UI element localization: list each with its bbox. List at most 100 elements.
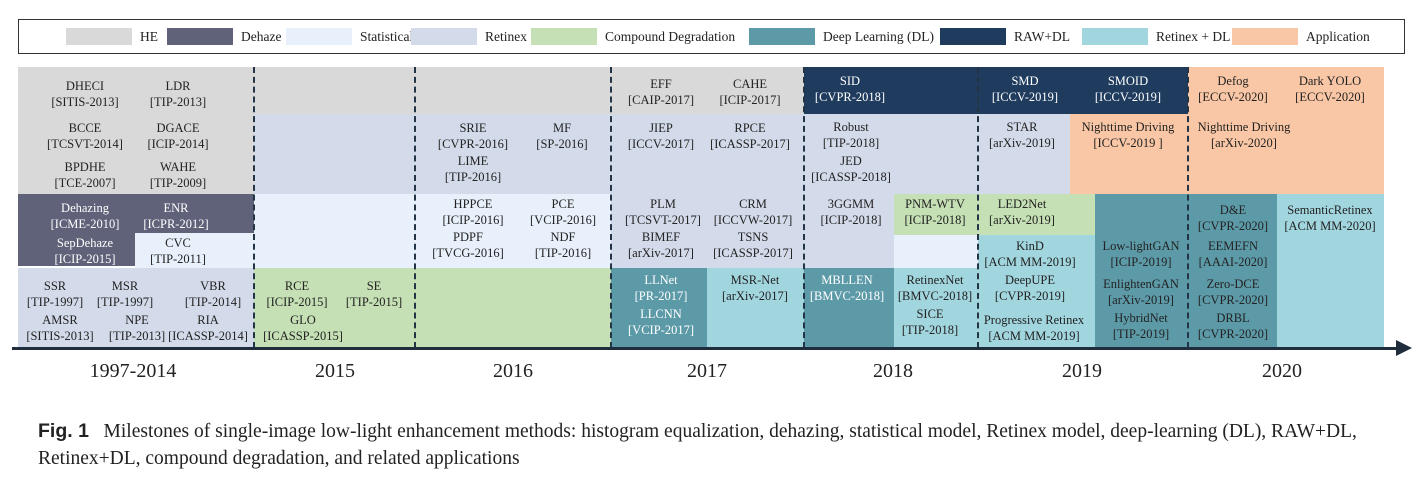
legend-label: HE bbox=[140, 28, 158, 44]
method-name: PNM-WTV bbox=[905, 197, 965, 211]
method-venue: [TIP-2019] bbox=[1112, 326, 1170, 341]
method-venue: [ICME-2010] bbox=[50, 216, 120, 231]
method-name: LLCNN bbox=[640, 307, 682, 321]
category-block bbox=[254, 194, 415, 268]
category-block bbox=[18, 268, 254, 348]
method-name: LLNet bbox=[644, 273, 678, 287]
method-name: HybridNet bbox=[1114, 311, 1168, 325]
method-venue: [TIP-2011] bbox=[150, 251, 206, 266]
method-venue: [ICIP-2017] bbox=[719, 92, 781, 107]
method-entry: HybridNet [TIP-2019] bbox=[1113, 311, 1169, 342]
category-block bbox=[415, 268, 611, 348]
method-name: Robust bbox=[833, 120, 869, 134]
method-venue: [ACM MM-2019] bbox=[988, 328, 1080, 343]
method-entry: GLO [ICASSP-2015] bbox=[263, 313, 343, 344]
method-entry: WAHE [TIP-2009] bbox=[150, 160, 206, 191]
method-name: NPE bbox=[125, 313, 149, 327]
method-name: HPPCE bbox=[453, 197, 493, 211]
method-entry: PLM [TCSVT-2017] bbox=[625, 197, 701, 228]
category-block bbox=[254, 67, 415, 114]
year-separator bbox=[803, 67, 805, 348]
method-venue: [ICIP-2015] bbox=[54, 251, 116, 266]
method-entry: SID [CVPR-2018] bbox=[815, 74, 885, 105]
method-name: TSNS bbox=[737, 230, 769, 244]
method-entry: TSNS [ICASSP-2017] bbox=[713, 230, 793, 261]
method-entry: CVC [TIP-2011] bbox=[150, 236, 206, 267]
method-name: MSR bbox=[111, 279, 139, 293]
legend-item: Retinex + DL bbox=[1082, 20, 1230, 53]
category-block bbox=[611, 268, 707, 348]
category-block bbox=[18, 67, 254, 194]
method-venue: [ECCV-2020] bbox=[1198, 89, 1268, 104]
method-entry: PCE [VCIP-2016] bbox=[530, 197, 596, 228]
method-entry: ENR [ICPR-2012] bbox=[143, 201, 208, 232]
method-venue: [arXiv-2019] bbox=[1108, 292, 1174, 307]
method-venue: [TIP-2016] bbox=[444, 169, 502, 184]
method-entry: LLNet [PR-2017] bbox=[635, 273, 688, 304]
method-name: DeepUPE bbox=[1005, 273, 1055, 287]
method-venue: [ICIP-2018] bbox=[820, 212, 882, 227]
method-name: PDPF bbox=[453, 230, 483, 244]
method-entry: BPDHE [TCE-2007] bbox=[54, 160, 115, 191]
method-entry: SSR [TIP-1997] bbox=[27, 279, 83, 310]
method-venue: [ICCV-2019] bbox=[991, 89, 1059, 104]
category-block bbox=[1277, 194, 1384, 348]
method-venue: [arXiv-2019] bbox=[989, 135, 1055, 150]
method-entry: NDF [TIP-2016] bbox=[535, 230, 591, 261]
method-venue: [TCSVT-2014] bbox=[47, 136, 123, 151]
method-name: SRIE bbox=[459, 121, 487, 135]
method-entry: CAHE [ICIP-2017] bbox=[719, 77, 780, 108]
method-venue: [CVPR-2016] bbox=[437, 136, 509, 151]
category-block bbox=[254, 268, 415, 348]
method-entry: SepDehaze [ICIP-2015] bbox=[54, 236, 115, 267]
legend-label: Compound Degradation bbox=[605, 28, 736, 44]
method-entry: SMOID [ICCV-2019] bbox=[1095, 74, 1161, 105]
method-entry: 3GGMM [ICIP-2018] bbox=[820, 197, 881, 228]
method-venue: [TIP-2018] bbox=[822, 135, 880, 150]
legend: HE Dehaze Statistical Retinex Compound Degra… bbox=[18, 19, 1405, 54]
category-block bbox=[135, 233, 254, 268]
method-venue: [ICASSP-2014] bbox=[168, 328, 248, 343]
category-block bbox=[894, 268, 978, 348]
method-entry: EEMEFN [AAAI-2020] bbox=[1199, 239, 1268, 270]
year-label: 2019 bbox=[1062, 360, 1102, 382]
method-name: PLM bbox=[650, 197, 676, 211]
method-venue: [CVPR-2019] bbox=[994, 288, 1066, 303]
year-separator bbox=[1187, 67, 1189, 348]
method-entry: SMD [ICCV-2019] bbox=[992, 74, 1058, 105]
legend-item: Application bbox=[1232, 20, 1370, 53]
method-entry: MF [SP-2016] bbox=[536, 121, 587, 152]
method-venue: [ICASSP-2017] bbox=[713, 245, 793, 260]
method-name: JIEP bbox=[649, 121, 673, 135]
method-venue: [ICIP-2014] bbox=[147, 136, 209, 151]
category-block bbox=[415, 114, 611, 194]
method-venue: [BMVC-2018] bbox=[897, 288, 973, 303]
method-entry: CRM [ICCVW-2017] bbox=[714, 197, 792, 228]
method-venue: [ICCVW-2017] bbox=[713, 212, 793, 227]
category-block bbox=[804, 268, 894, 348]
method-entry: LED2Net [arXiv-2019] bbox=[989, 197, 1055, 228]
method-venue: [SITIS-2013] bbox=[51, 94, 119, 109]
method-venue: [TIP-2013] bbox=[108, 328, 166, 343]
method-venue: [arXiv-2017] bbox=[628, 245, 694, 260]
year-separator bbox=[610, 67, 612, 348]
method-entry: NPE [TIP-2013] bbox=[109, 313, 165, 344]
method-venue: [TIP-2014] bbox=[184, 294, 242, 309]
method-name: Nighttime Driving bbox=[1197, 120, 1291, 134]
method-venue: [ACM MM-2019] bbox=[984, 254, 1076, 269]
legend-swatch bbox=[940, 28, 1006, 45]
method-entry: VBR [TIP-2014] bbox=[185, 279, 241, 310]
method-entry: RCE [ICIP-2015] bbox=[266, 279, 327, 310]
method-venue: [arXiv-2017] bbox=[722, 288, 788, 303]
method-name: DRBL bbox=[1216, 311, 1250, 325]
method-entry: Dark YOLO [ECCV-2020] bbox=[1295, 74, 1365, 105]
method-name: EFF bbox=[650, 77, 672, 91]
method-venue: [TIP-1997] bbox=[96, 294, 154, 309]
method-name: SE bbox=[366, 279, 382, 293]
method-venue: [CVPR-2018] bbox=[814, 89, 886, 104]
year-label: 2017 bbox=[687, 360, 727, 382]
method-entry: MBLLEN [BMVC-2018] bbox=[810, 273, 884, 304]
legend-item: Compound Degradation bbox=[531, 20, 735, 53]
legend-item: RAW+DL bbox=[940, 20, 1070, 53]
category-block bbox=[1188, 67, 1384, 194]
